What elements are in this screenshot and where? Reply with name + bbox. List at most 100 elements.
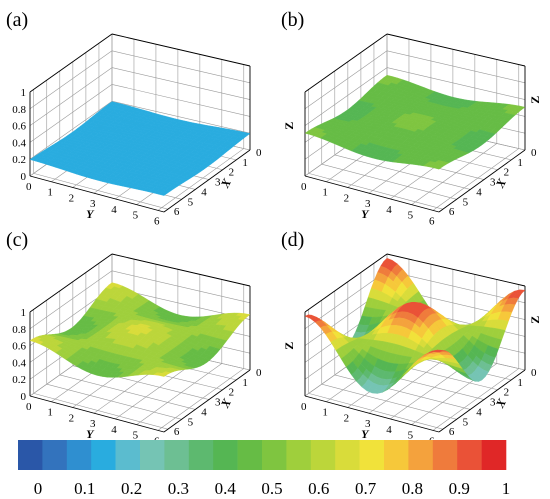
y-tick-label: 6 [154, 215, 160, 227]
z-tick-label: 0.8 [12, 324, 26, 336]
z-tick-label: 0.2 [12, 374, 26, 386]
x-tick-label: 0 [256, 147, 262, 159]
y-axis-label: Y [361, 427, 370, 441]
colorbar-tick-label: 0.8 [402, 479, 423, 498]
z-tick-label: 0.6 [12, 121, 26, 133]
x-tick-label: 1 [517, 157, 523, 169]
x-tick-label: 0 [531, 147, 537, 159]
y-tick-label: 3 [90, 198, 96, 210]
y-tick-label: 1 [47, 407, 53, 419]
y-tick-label: 1 [47, 187, 53, 199]
colorbar-swatch [286, 440, 312, 470]
surface [29, 282, 251, 378]
x-tick-label: 1 [242, 157, 248, 169]
y-tick-label: 3 [365, 418, 371, 430]
x-tick-label: 4 [476, 406, 482, 418]
x-tick-label: 3 [215, 177, 221, 189]
y-axis-label: Y [86, 207, 95, 221]
colorbar-swatch [164, 440, 190, 470]
surface [304, 257, 526, 394]
colorbar-tick-label: 0.9 [449, 479, 470, 498]
z-tick-label: 0.2 [12, 154, 26, 166]
panel-label-b: (b) [281, 9, 304, 31]
colorbar-tick-label: 1 [502, 479, 511, 498]
z-axis-label: Z [528, 96, 542, 104]
colorbar-tick-label: 0.6 [308, 479, 329, 498]
colorbar-swatch [481, 440, 507, 470]
z-axis-label: Z [282, 122, 296, 130]
colorbar-tick-label: 0.2 [121, 479, 142, 498]
colorbar-swatch [91, 440, 116, 470]
z-tick-label: 0 [21, 171, 27, 183]
surface-cell [158, 191, 168, 196]
z-tick-label: 0 [21, 391, 27, 403]
surface-cell [433, 349, 444, 353]
surface-cell [158, 373, 168, 377]
colorbar-swatch [213, 440, 238, 470]
y-tick-label: 5 [408, 430, 414, 442]
colorbar-swatch [188, 440, 214, 470]
y-tick-label: 4 [386, 204, 392, 216]
y-tick-label: 5 [133, 210, 139, 222]
colorbar-tick-label: 0.5 [261, 479, 282, 498]
x-tick-label: 3 [490, 397, 496, 409]
x-tick-label: 6 [449, 206, 455, 218]
colorbar-tick-label: 0.1 [74, 479, 95, 498]
y-tick-label: 2 [344, 412, 350, 424]
surface [304, 74, 526, 170]
x-tick-label: 5 [463, 416, 469, 428]
panel-label-a: (a) [6, 9, 28, 31]
surface [29, 101, 251, 196]
x-tick-label: 6 [174, 426, 180, 438]
z-tick-label: 0.4 [12, 357, 26, 369]
panel-label-d: (d) [281, 229, 304, 251]
colorbar-swatch [42, 440, 68, 470]
y-tick-label: 4 [111, 204, 117, 216]
y-tick-label: 4 [111, 424, 117, 436]
y-tick-label: 0 [301, 401, 307, 413]
y-tick-label: 2 [69, 192, 75, 204]
colorbar-swatch [384, 440, 409, 470]
colorbar-swatch [408, 440, 434, 470]
colorbar-swatch [115, 440, 141, 470]
x-tick-label: 2 [504, 167, 510, 179]
x-tick-label: 3 [490, 177, 496, 189]
x-tick-label: 5 [188, 416, 194, 428]
colorbar-swatch [335, 440, 360, 470]
z-axis-label: Z [282, 342, 296, 350]
x-tick-label: 5 [188, 196, 194, 208]
colorbar-tick-label: 0.7 [355, 479, 377, 498]
y-tick-label: 0 [26, 401, 32, 413]
x-tick-label: 1 [517, 377, 523, 389]
x-tick-label: 6 [449, 426, 455, 438]
z-tick-label: 0.6 [12, 341, 26, 353]
x-tick-label: 2 [229, 167, 235, 179]
x-tick-label: 2 [229, 387, 235, 399]
colorbar-swatch [262, 440, 287, 470]
y-tick-label: 3 [365, 198, 371, 210]
z-tick-label: 1 [21, 87, 27, 99]
colorbar-swatch [237, 440, 263, 470]
y-tick-label: 6 [429, 215, 435, 227]
colorbar: 0 0.1 0.2 0.3 0.4 0.5 0.6 0.7 0.8 0.9 1 [18, 440, 510, 498]
x-tick-label: 2 [504, 387, 510, 399]
x-tick-label: 1 [242, 377, 248, 389]
x-tick-label: 4 [476, 186, 482, 198]
colorbar-swatch [457, 440, 482, 470]
panel-label-c: (c) [6, 229, 28, 251]
y-tick-label: 2 [344, 192, 350, 204]
z-tick-label: 1 [21, 307, 27, 319]
y-tick-label: 1 [322, 187, 328, 199]
colorbar-tick-label: 0.3 [168, 479, 189, 498]
colorbar-swatch [18, 440, 43, 470]
x-tick-label: 0 [531, 367, 537, 379]
colorbar-swatch [359, 440, 385, 470]
x-tick-label: 5 [463, 196, 469, 208]
